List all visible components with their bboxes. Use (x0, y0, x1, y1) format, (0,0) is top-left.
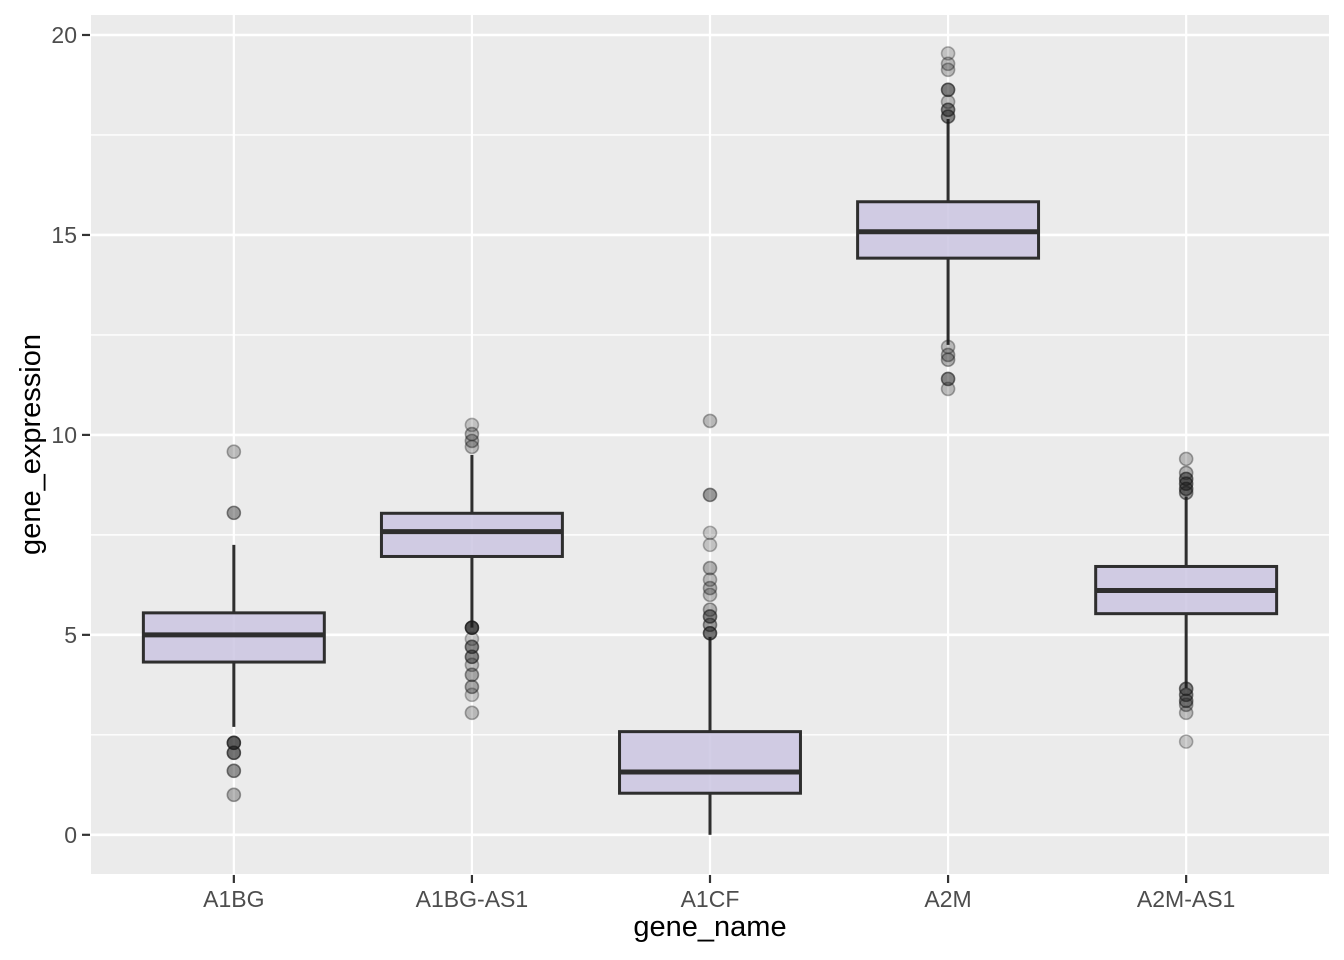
outlier-point (940, 371, 956, 387)
boxplot-A1CF (618, 413, 802, 835)
y-axis: 0 5 10 15 20 (51, 22, 90, 848)
outlier-point (702, 487, 718, 503)
outlier-point (464, 679, 480, 695)
x-axis: A1BG A1BG-AS1 A1CF A2M A2M-AS1 (203, 875, 1235, 912)
outlier-point (940, 381, 956, 397)
outlier-point (1178, 705, 1194, 721)
outlier-point (702, 572, 718, 587)
outlier-point (940, 109, 956, 124)
y-tick-label: 5 (64, 622, 77, 648)
boxplot-A1BG (141, 444, 326, 803)
outlier-point (940, 347, 956, 363)
y-axis-title: gene_expression (15, 334, 47, 555)
outlier-point (1178, 451, 1194, 467)
outlier-point (702, 560, 718, 576)
outlier-point (226, 763, 242, 779)
gridlines (91, 15, 1329, 874)
outlier-point (702, 537, 718, 553)
outlier-point (464, 439, 480, 455)
x-tick-label: A2M (924, 886, 971, 912)
outlier-point (702, 587, 718, 603)
outlier-point (1178, 734, 1194, 749)
iqr-box (141, 611, 326, 664)
outlier-point (702, 525, 718, 541)
outlier-point (464, 657, 480, 673)
outlier-point (940, 46, 956, 61)
outlier-point (464, 705, 480, 721)
x-tick-label: A2M-AS1 (1137, 886, 1235, 912)
outlier-point (702, 413, 718, 429)
outlier-point (940, 339, 956, 355)
outlier-point (464, 426, 480, 442)
outlier-point (1178, 697, 1194, 713)
x-tick-label: A1BG-AS1 (416, 886, 529, 912)
outlier-point (702, 580, 718, 596)
boxplot-A2M-AS1 (1094, 451, 1279, 749)
x-tick-label: A1CF (681, 886, 740, 912)
boxplot-A1BG-AS1 (379, 417, 564, 721)
outlier-point (464, 620, 480, 635)
outlier-point (464, 667, 480, 683)
outlier-point (226, 505, 242, 521)
outlier-point (1178, 481, 1194, 497)
outlier-point (226, 745, 242, 761)
x-tick-label: A1BG (203, 886, 264, 912)
y-tick-label: 0 (64, 822, 77, 848)
boxplot-A2M (856, 46, 1041, 397)
outlier-point (464, 417, 480, 433)
outlier-point (464, 433, 480, 449)
outlier-point (1178, 485, 1194, 501)
outlier-point (940, 62, 956, 78)
outlier-point (702, 625, 718, 641)
y-tick-label: 10 (51, 422, 77, 448)
outlier-point (464, 687, 480, 703)
iqr-box (618, 730, 802, 795)
x-axis-title: gene_name (633, 911, 786, 943)
outlier-point (940, 352, 956, 368)
outlier-point (1178, 693, 1194, 709)
outlier-point (226, 787, 242, 803)
outlier-point (940, 56, 956, 72)
y-tick-label: 15 (51, 222, 77, 248)
iqr-box (379, 511, 564, 558)
y-tick-label: 20 (51, 22, 77, 48)
outlier-point (464, 649, 480, 665)
outlier-point (226, 444, 242, 459)
outlier-point (940, 82, 956, 98)
